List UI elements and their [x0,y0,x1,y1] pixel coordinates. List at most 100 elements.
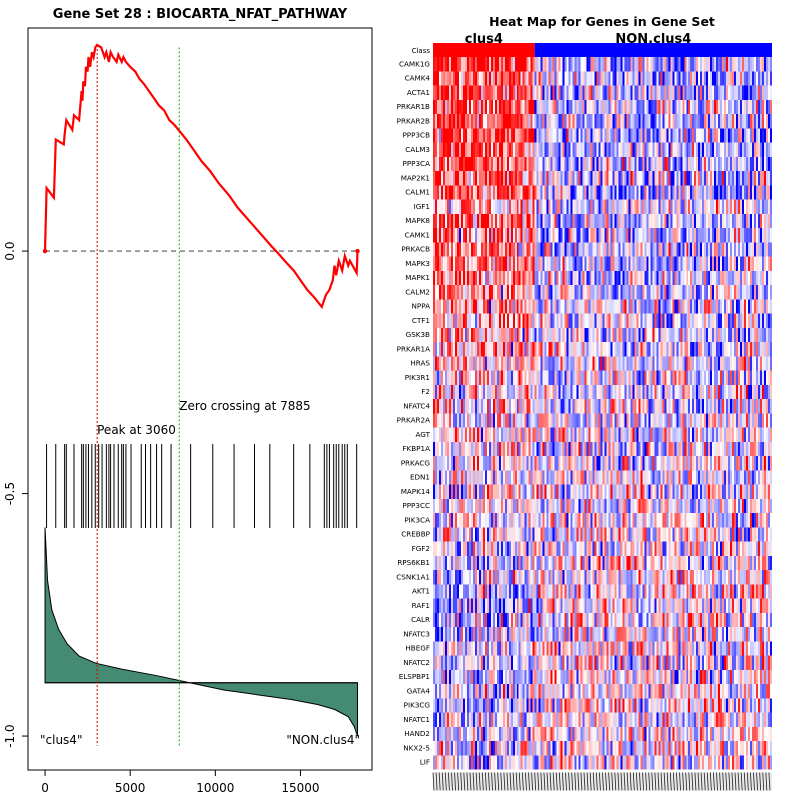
sample-label [432,772,435,791]
gene-label: MAPK14 [401,487,431,496]
sample-label [697,772,700,791]
sample-label [608,772,611,791]
x-tick-label: 5000 [115,781,146,795]
sample-label [642,772,644,791]
sample-label [488,772,490,791]
class-bar [433,43,772,57]
ranked-metric-fill [44,527,359,737]
sample-label [552,772,555,791]
class-annotation-right: "NON.clus4" [286,733,360,747]
gene-label: PRKACG [401,458,430,467]
sample-label [484,772,487,791]
sample-label [478,772,481,791]
sample-label [438,772,441,791]
gene-label: ACTA1 [407,88,430,97]
heatmap: Heat Map for Genes in Gene Set clus4 NON… [396,14,772,791]
sample-label [528,772,530,791]
sample-label [639,772,641,791]
sample-label [688,772,691,791]
gene-label: NKX2-5 [403,743,430,752]
sample-label [491,772,493,791]
gene-label: LIF [420,758,430,767]
class-bar-non-clus4 [534,43,772,57]
sample-label [663,772,666,791]
sample-label [691,772,694,791]
gene-label: NPPA [411,302,430,311]
sample-label [676,772,678,791]
gene-label: F2 [421,387,430,396]
sample-label [599,772,601,791]
gene-label: PRKAR2B [397,116,430,125]
sample-label [494,772,497,791]
sample-label [648,772,651,791]
sample-label [666,772,669,791]
gene-label: PIK3R1 [405,373,430,382]
gene-label: CALM2 [405,287,430,296]
sample-label [521,772,524,791]
guide-lines [45,44,358,746]
sample-label [602,772,604,791]
sample-label [475,772,478,791]
sample-label [679,772,681,791]
sample-label [469,772,472,791]
sample-label [549,772,552,791]
sample-label [525,772,527,791]
gene-label: CTF1 [412,316,430,325]
sample-label [737,772,740,791]
sample-label [725,772,728,791]
enrichment-plot: Gene Set 28 : BIOCARTA_NFAT_PATHWAY 0 500… [3,7,373,795]
y-tick-label: -0.5 [3,482,17,505]
sample-label [706,772,709,791]
sample-label [660,772,663,791]
gene-label: IGF1 [414,202,430,211]
gene-label: ELSPBP1 [399,672,430,681]
gene-label: PPP3CA [402,159,430,168]
sample-label [756,772,758,791]
sample-label [531,772,534,791]
sample-label [457,772,460,791]
peak-label: Peak at 3060 [97,423,176,437]
sample-label [518,772,521,791]
class-row-label: Class [412,47,431,55]
hit-ticks [46,444,358,528]
gene-label: GSK3B [406,330,430,339]
gene-label: FKBP1A [402,444,430,453]
sample-label [463,772,466,791]
gene-label: CSNK1A1 [396,572,430,581]
sample-label [565,772,567,791]
sample-label [571,772,574,791]
sample-label [435,772,438,791]
gene-label: CALM1 [405,188,430,197]
sample-label [746,772,749,791]
sample-label [592,772,595,791]
sample-label [605,772,607,791]
sample-label [512,772,515,791]
sample-label [568,772,570,791]
gene-label: CAMK4 [405,74,431,83]
gene-label: CALR [411,615,430,624]
es-start-point [42,248,48,254]
gene-label: CAMK1G [399,59,430,68]
gene-label: PRKAR2A [397,416,430,425]
gene-label: PRKACB [401,245,430,254]
gene-label: AKT1 [412,587,430,596]
sample-label [534,772,537,791]
sample-label [558,772,561,791]
enrichment-plot-title: Gene Set 28 : BIOCARTA_NFAT_PATHWAY [53,7,348,22]
sample-label [728,772,731,791]
sample-label-strip [433,772,772,791]
sample-label [719,772,722,791]
sample-labels [432,772,772,791]
class-annotation-left: "clus4" [40,733,82,747]
gene-label: PRKAR1A [397,344,430,353]
sample-label [672,772,675,791]
sample-label [709,772,712,791]
sample-label [731,772,734,791]
sample-label [497,772,500,791]
sample-label [620,772,623,791]
sample-label [626,772,629,791]
gene-label: CREBBP [401,530,430,539]
sample-label [651,772,654,791]
y-tick-label: -1.0 [3,724,17,747]
